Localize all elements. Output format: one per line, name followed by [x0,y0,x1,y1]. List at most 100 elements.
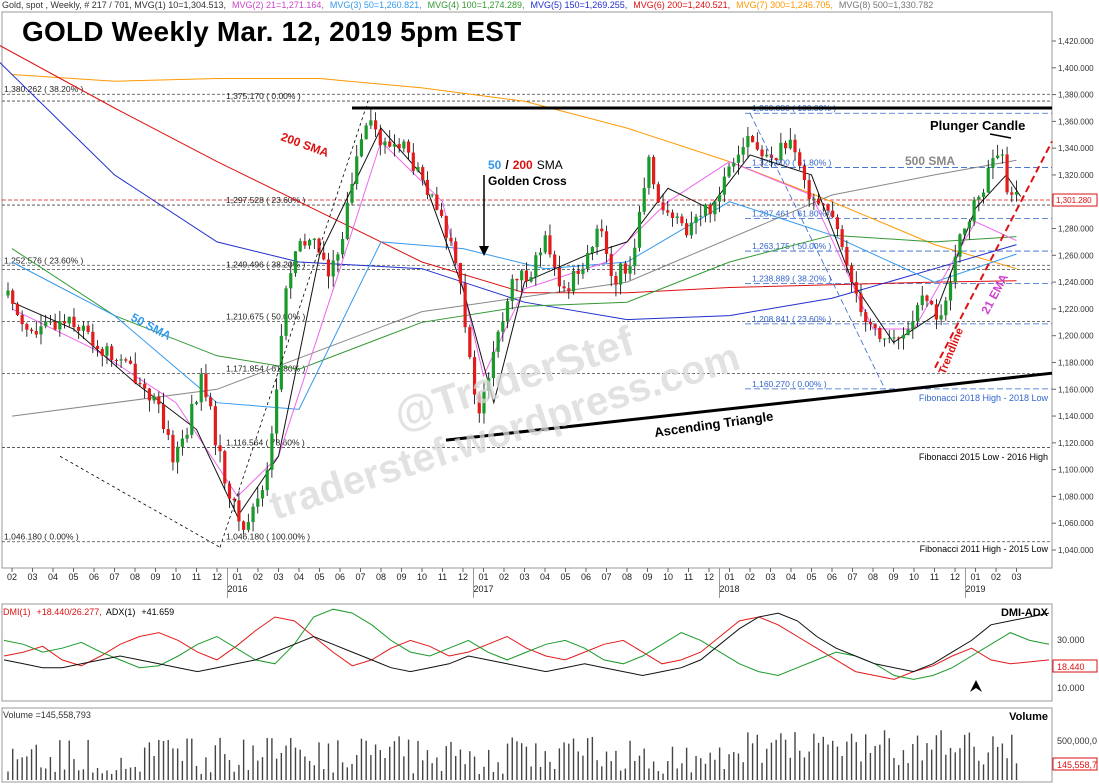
candle-body [505,301,510,322]
candle-body [553,254,557,268]
candle-body [251,506,255,523]
candle-body [859,293,863,313]
mvg7-info: MVG(7) 300=1,246.705, [736,0,833,10]
candle-body [647,156,651,188]
ma150-line [0,62,1017,321]
candle-body [925,295,929,301]
candle-body [265,469,269,491]
dmi-panel-border [1,603,1053,702]
candle-body [416,167,420,171]
candle-body [25,324,29,330]
ascending-triangle-label: Ascending Triangle [653,408,774,440]
fib-label: 1,252.576 ( 23.60% ) [4,255,84,265]
candle-body [911,321,915,330]
fib-2018-label: 1,208.841 ( 23.60% ) [752,314,832,324]
candle-body [703,204,708,216]
candle-body [576,270,580,274]
candle-body [1000,154,1004,156]
candle-body [39,326,43,335]
candle-body [303,241,307,246]
plunger-label: Plunger Candle [930,118,1025,133]
dmi-header-c: ADX(1) [106,607,136,617]
month-tick-label: 03 [519,572,529,582]
candle-body [788,139,792,149]
candle-body [477,394,481,414]
golden-cross-label-2: Golden Cross [488,174,567,188]
fib-label: 1,046.180 ( 100.00% ) [226,532,310,542]
sma200-line [0,45,1017,294]
mvg4-info: MVG(4) 100=1,274.289, [427,0,525,10]
candle-body [793,139,797,153]
candle-body [699,215,703,217]
price-tick-label: 1,380.000 [1058,91,1094,100]
candle-body [53,321,57,330]
candle-body [119,359,123,361]
mvg5-info: MVG(5) 150=1,269.255, [530,0,628,10]
candle-body [322,252,326,260]
candle-body [350,183,354,203]
fib-2018-label: 1,287.461 ( 61.80% ) [752,209,832,219]
candle-body [557,267,561,287]
candle-body [963,228,967,235]
month-tick-label: 11 [930,572,939,582]
golden-cross-slash: / [505,158,509,172]
candle-body [760,149,764,157]
candle-body [991,158,995,168]
candle-body [515,278,519,281]
candle-body [845,246,849,266]
candle-body [595,228,599,247]
ma10-line [11,127,1022,518]
volume-current: 145,558,7 [1057,760,1097,770]
candle-body [91,331,95,346]
candle-body [185,434,189,439]
candle-body [1005,154,1009,193]
fib-label: 1,249.496 ( 38.20% ) [226,259,306,269]
candle-body [152,396,156,401]
price-tick-label: 1,320.000 [1058,171,1094,180]
candle-body [1014,191,1019,195]
month-tick-label: 11 [192,572,201,582]
candle-body [128,360,133,364]
candle-body [948,282,953,301]
month-tick-label: 08 [622,572,632,582]
candle-body [779,142,783,160]
candle-body [449,237,453,242]
candle-body [34,331,38,335]
candle-body [171,434,175,463]
month-tick-label: 03 [27,572,37,582]
candle-body [996,155,1000,159]
candle-body [355,156,359,184]
candle-body [143,383,147,389]
chart-title: GOLD Weekly Mar. 12, 2019 5pm EST [22,16,522,47]
month-tick-label: 06 [581,572,591,582]
ma300-line [11,74,1017,270]
ma100-line [11,234,1017,370]
candle-body [157,396,161,405]
fib-2015-diagonal [219,101,369,548]
candle-body [15,303,20,316]
fib-2018-label: 1,238.889 ( 38.20% ) [752,274,832,284]
month-tick-label: 12 [950,572,960,582]
candle-body [246,522,250,530]
candle-body [633,247,637,267]
candle-body [213,406,217,446]
candle-body [275,389,279,434]
candle-body [628,266,632,274]
golden-cross-arrowhead [479,246,489,256]
candle-body [656,184,660,203]
price-tick-label: 1,360.000 [1058,117,1094,126]
candle-body [689,222,693,236]
candle-body [878,327,882,339]
mvg2-info: MVG(2) 21=1,271.164, [232,0,324,10]
candle-body [623,263,627,274]
candle-body [439,209,444,216]
price-tick-label: 1,120.000 [1058,439,1094,448]
volume-header: Volume =145,558,793 [3,710,91,720]
candle-body [298,241,302,252]
candle-body [897,337,901,339]
candle-body [58,321,62,330]
candle-body [256,498,260,507]
candles [6,108,1019,535]
year-tick-label: 2019 [965,584,985,594]
candle-body [67,316,71,324]
